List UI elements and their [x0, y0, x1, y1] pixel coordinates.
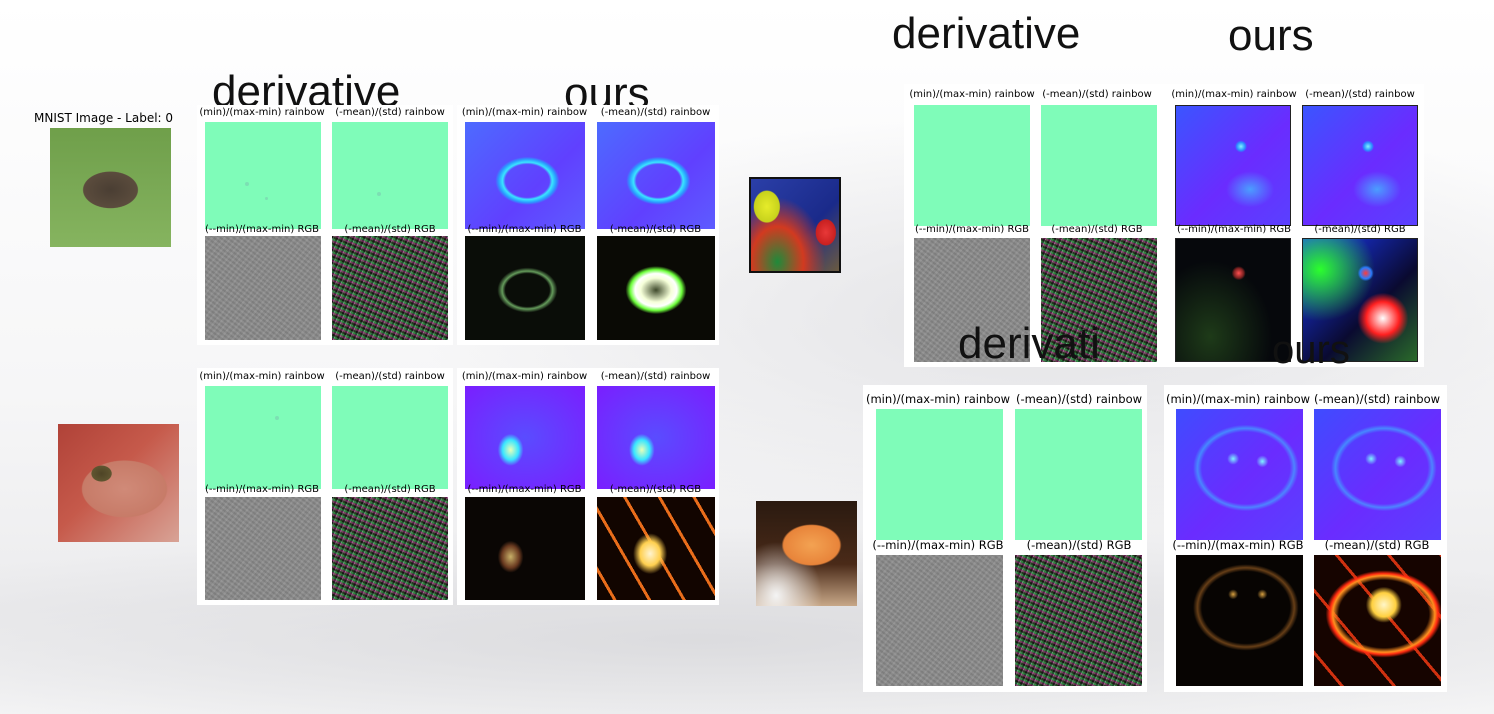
crab-derivative-rainbow-meanstd: [1015, 409, 1142, 540]
ours-heading-3-cut: ours: [1272, 328, 1350, 372]
caption: (-mean)/(std) rainbow: [1305, 89, 1415, 100]
caption: (min)/(max-min) rainbow: [461, 371, 588, 382]
caption: (-mean)/(std) rainbow: [600, 371, 711, 382]
caption: (min)/(max-min) rainbow: [1165, 392, 1311, 406]
derivative-heading-2: derivative: [892, 9, 1081, 58]
caption: (-mean)/(std) RGB: [609, 224, 702, 235]
wombat-ours-rainbow-meanstd: [597, 122, 715, 229]
crab-ours-rgb-minmax: [1176, 555, 1303, 686]
wombat-derivative-rainbow-minmax: [205, 122, 321, 229]
caption: (-mean)/(std) RGB: [1026, 538, 1132, 552]
frog-ours-rgb-meanstd: [597, 497, 715, 600]
caption: (-mean)/(std) rainbow: [1042, 89, 1152, 100]
wombat-derivative-rgb-meanstd: [332, 236, 448, 340]
crab-derivative-rgb-minmax: [876, 555, 1003, 686]
frog-ours-rainbow-minmax: [465, 386, 585, 489]
parrot-ours-rainbow-minmax: [1175, 105, 1291, 226]
wombat-derivative-rgb-minmax: [205, 236, 321, 340]
parrot-input-image: [749, 177, 841, 273]
wombat-ours-panel: (min)/(max-min) rainbow (-mean)/(std) ra…: [457, 105, 719, 345]
wombat-ours-rainbow-minmax: [465, 122, 585, 229]
caption: (--min)/(max-min) RGB: [204, 484, 320, 495]
wombat-derivative-rainbow-meanstd: [332, 122, 448, 229]
frog-input-image: [58, 424, 179, 542]
parrot-derivative-rainbow-minmax: [914, 105, 1030, 226]
parrot-derivative-rgb-meanstd: [1041, 238, 1157, 362]
frog-derivative-rgb-minmax: [205, 497, 321, 600]
frog-ours-rainbow-meanstd: [597, 386, 715, 489]
frog-ours-rgb-minmax: [465, 497, 585, 600]
wombat-derivative-panel: (min)/(max-min) rainbow (-mean)/(std) ra…: [197, 105, 453, 345]
caption: (-mean)/(std) RGB: [344, 224, 436, 235]
wombat-ours-rgb-minmax: [465, 236, 585, 340]
crab-derivative-rainbow-minmax: [876, 409, 1003, 540]
wombat-ours-rgb-meanstd: [597, 236, 715, 340]
caption: (--min)/(max-min) RGB: [467, 224, 582, 235]
caption: (-mean)/(std) rainbow: [600, 107, 711, 118]
crab-ours-rainbow-meanstd: [1314, 409, 1441, 540]
frog-derivative-rgb-meanstd: [332, 497, 448, 600]
caption: (--min)/(max-min) RGB: [204, 224, 320, 235]
caption: (--min)/(max-min) RGB: [914, 224, 1030, 235]
caption: (-mean)/(std) RGB: [1051, 224, 1143, 235]
parrot-derivative-rainbow-meanstd: [1041, 105, 1157, 226]
caption: (min)/(max-min) rainbow: [461, 107, 588, 118]
frog-derivative-rainbow-meanstd: [332, 386, 448, 489]
caption: (--min)/(max-min) RGB: [872, 538, 1004, 552]
ours-heading-2: ours: [1228, 11, 1314, 60]
crab-ours-rgb-meanstd: [1314, 555, 1441, 686]
caption: (min)/(max-min) rainbow: [199, 371, 325, 382]
caption: (-mean)/(std) rainbow: [335, 107, 445, 118]
caption: (min)/(max-min) rainbow: [865, 392, 1011, 406]
parrot-ours-rgb-meanstd: [1302, 238, 1418, 362]
caption: (--min)/(max-min) RGB: [1172, 538, 1304, 552]
caption: (-mean)/(std) RGB: [609, 484, 702, 495]
parrot-ours-rgb-minmax: [1175, 238, 1291, 362]
wombat-input-image: [50, 128, 171, 247]
caption: (-mean)/(std) rainbow: [1313, 392, 1441, 406]
caption: (--min)/(max-min) RGB: [467, 484, 582, 495]
crab-ours-panel: (min)/(max-min) rainbow (-mean)/(std) ra…: [1164, 385, 1447, 692]
caption: (--min)/(max-min) RGB: [1176, 224, 1292, 235]
frog-derivative-panel: (min)/(max-min) rainbow (-mean)/(std) ra…: [197, 368, 453, 605]
caption: (-mean)/(std) rainbow: [335, 371, 445, 382]
crab-derivative-panel: (min)/(max-min) rainbow (-mean)/(std) ra…: [863, 385, 1147, 692]
caption: (-mean)/(std) RGB: [344, 484, 436, 495]
frog-ours-panel: (min)/(max-min) rainbow (-mean)/(std) ra…: [457, 368, 719, 605]
parrot-panel: (min)/(max-min) rainbow (-mean)/(std) ra…: [904, 84, 1424, 367]
derivative-heading-3-cut: derivati: [958, 319, 1100, 368]
mnist-image-title: MNIST Image - Label: 0: [34, 111, 174, 125]
caption: (-mean)/(std) RGB: [1324, 538, 1430, 552]
caption: (min)/(max-min) rainbow: [199, 107, 325, 118]
crab-input-image: [756, 501, 857, 606]
parrot-derivative-rgb-minmax: [914, 238, 1030, 362]
caption: (min)/(max-min) rainbow: [909, 89, 1035, 100]
caption: (min)/(max-min) rainbow: [1171, 89, 1297, 100]
parrot-ours-rainbow-meanstd: [1302, 105, 1418, 226]
caption: (-mean)/(std) RGB: [1314, 224, 1406, 235]
caption: (-mean)/(std) rainbow: [1015, 392, 1143, 406]
frog-derivative-rainbow-minmax: [205, 386, 321, 489]
crab-ours-rainbow-minmax: [1176, 409, 1303, 540]
crab-derivative-rgb-meanstd: [1015, 555, 1142, 686]
